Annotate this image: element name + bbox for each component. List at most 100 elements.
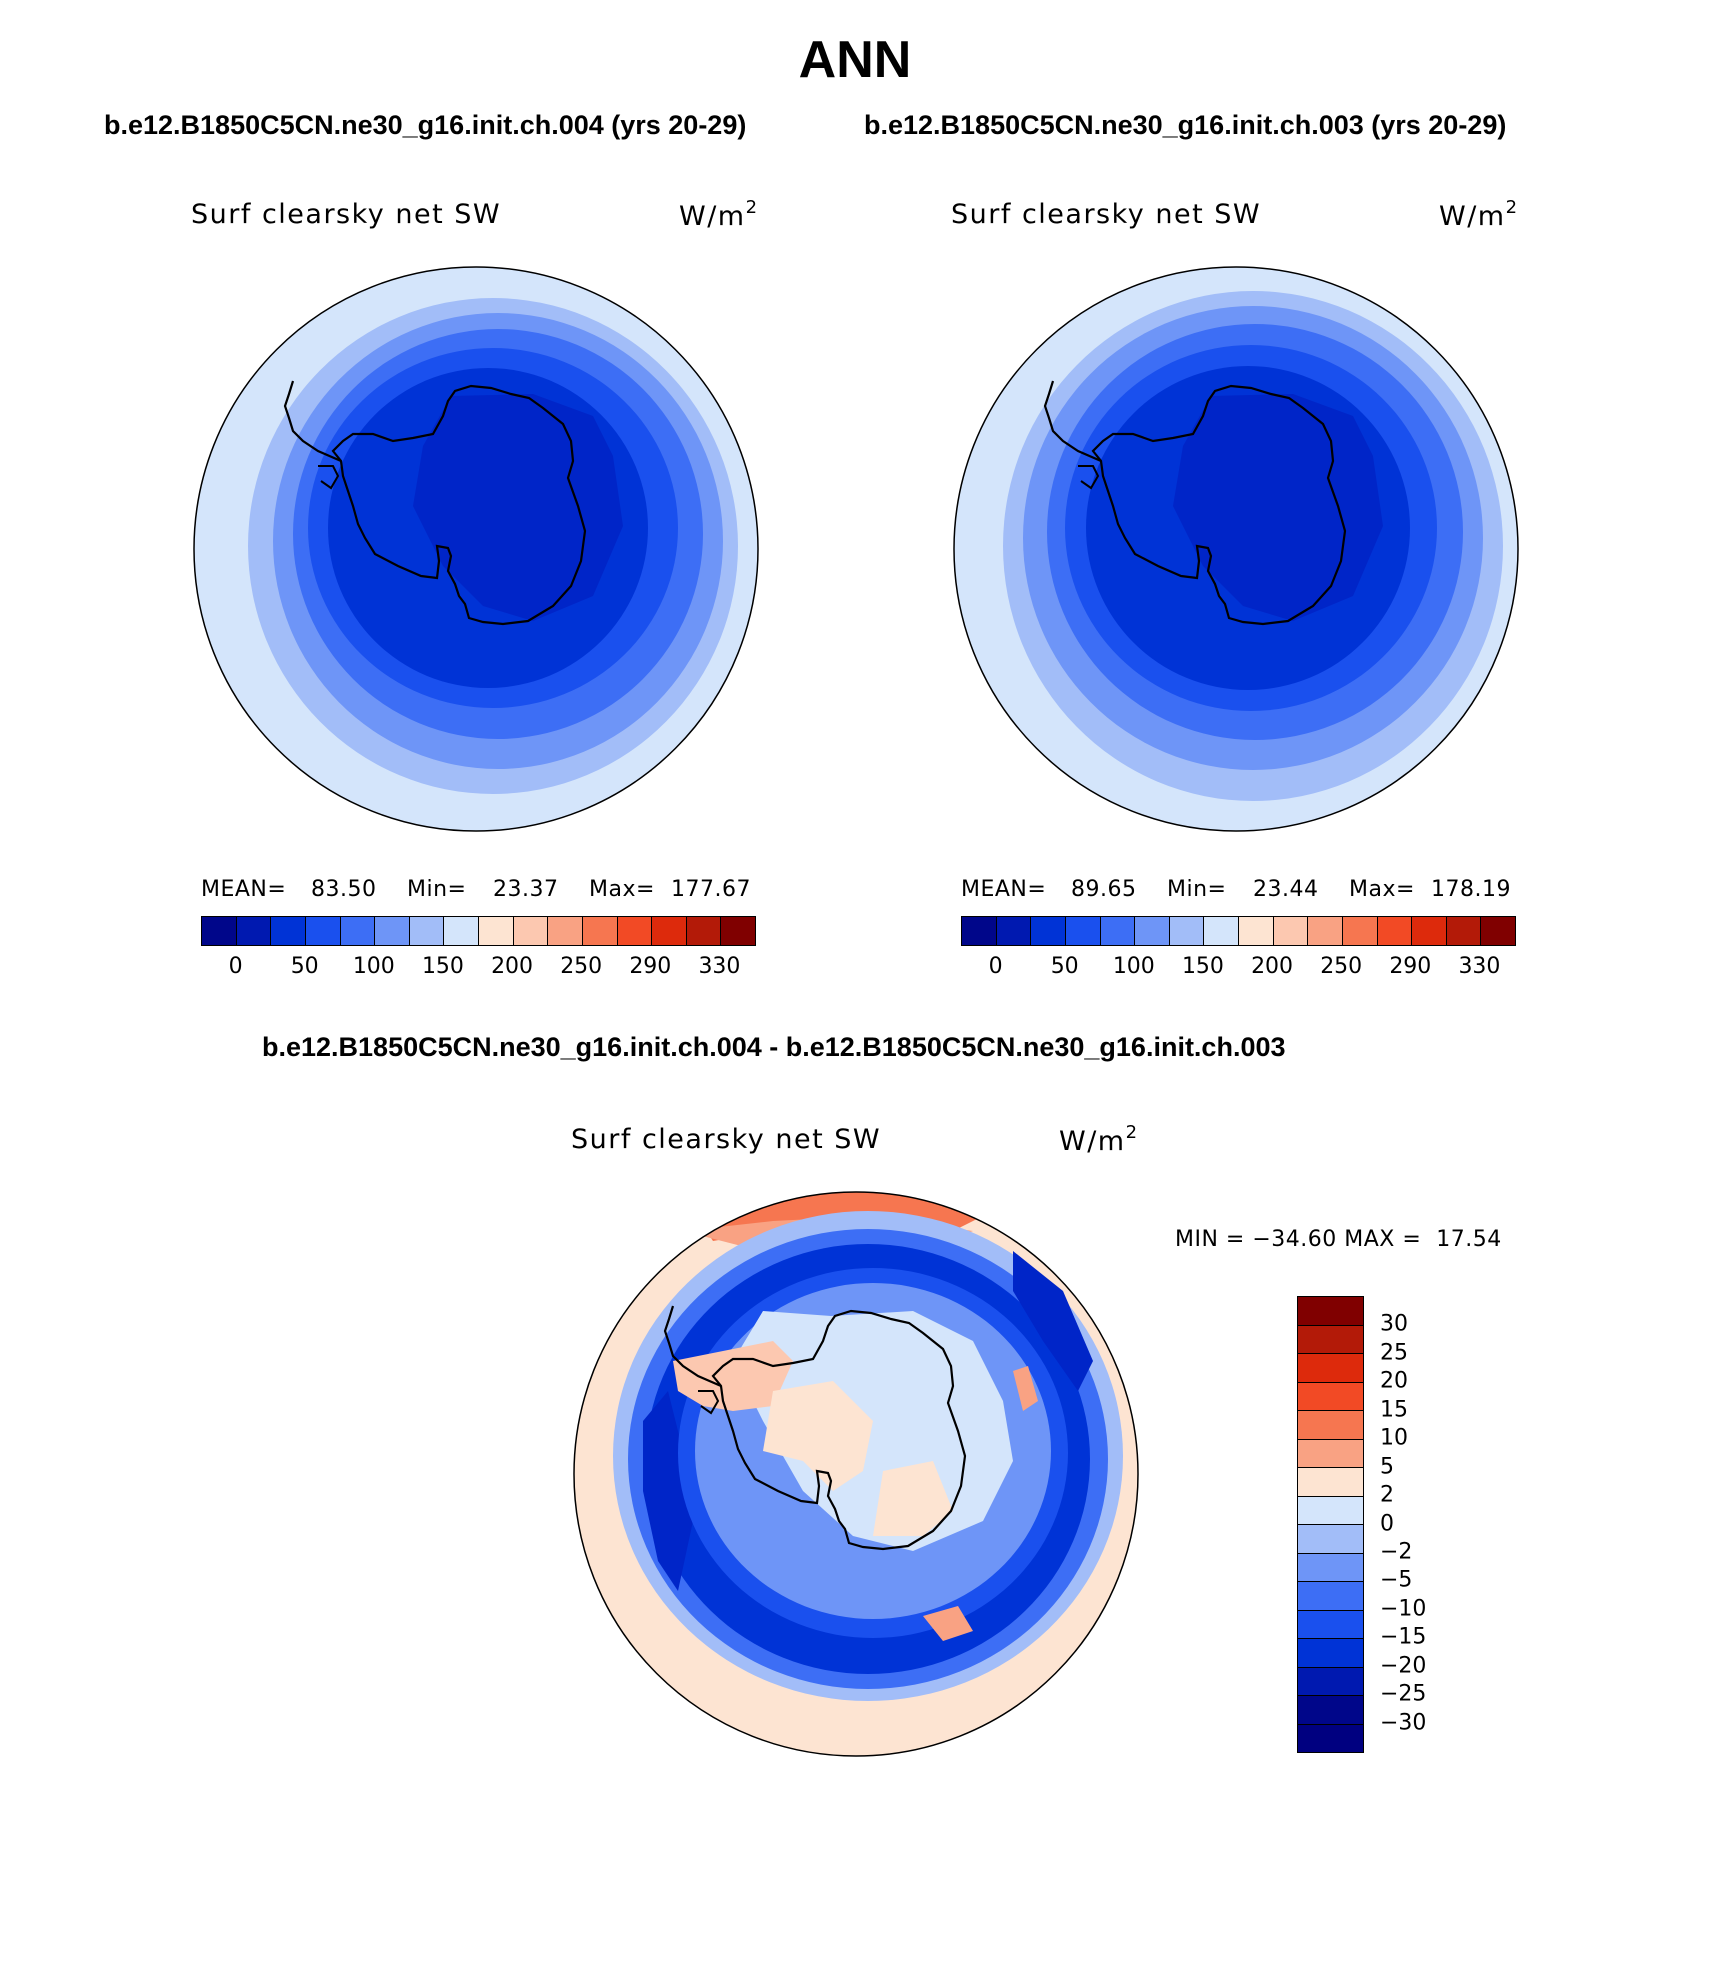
panel2-stat-mean: 89.65 xyxy=(1071,877,1137,902)
panel2-colorbar-tick-label: 330 xyxy=(1458,954,1501,979)
panel1-colorbar-cell xyxy=(305,917,341,945)
panel3-warm-patch-5 xyxy=(923,1606,973,1641)
panel3-map-border xyxy=(573,1191,1139,1757)
diff-colorbar-cell xyxy=(1298,1667,1363,1696)
panel2-stat-max: 178.19 xyxy=(1431,877,1511,902)
panel2-colorbar-tick-label: 0 xyxy=(988,954,1003,979)
panel2-colorbar-tick-label: 250 xyxy=(1320,954,1363,979)
panel1-colorbar-cell xyxy=(271,917,306,945)
panel2-units-base: W/m xyxy=(1439,201,1506,232)
panel1-stat-mean-label: MEAN= xyxy=(201,877,287,902)
panel2-stat-max-label: Max= xyxy=(1349,877,1415,902)
panel2-colorbar-cell xyxy=(1169,917,1205,945)
panel2-colorbar-tick-label: 290 xyxy=(1389,954,1432,979)
panel1-stat-mean: 83.50 xyxy=(311,877,377,902)
panel1-colorbar-cell xyxy=(236,917,272,945)
panel3-minmax: MIN = −34.60 MAX = 17.54 xyxy=(1175,1227,1502,1252)
panel2-colorbar-cell xyxy=(1239,917,1274,945)
diff-colorbar-tick-label: 30 xyxy=(1380,1311,1408,1337)
panel2-variable-title: Surf clearsky net SW xyxy=(951,199,1262,230)
panel2-units-exp: 2 xyxy=(1505,197,1519,218)
panel2-colorbar xyxy=(961,916,1516,946)
subtitle-left: b.e12.B1850C5CN.ne30_g16.init.ch.004 (yr… xyxy=(104,110,747,140)
diff-colorbar-cell xyxy=(1298,1496,1363,1525)
panel2-colorbar-tick-label: 150 xyxy=(1181,954,1224,979)
panel1-peninsula xyxy=(283,380,342,463)
panel3-variable-title: Surf clearsky net SW xyxy=(571,1124,882,1155)
panel1-colorbar-cell xyxy=(652,917,687,945)
panel2-colorbar-cell xyxy=(1100,917,1136,945)
diff-colorbar-cell xyxy=(1298,1724,1363,1752)
diff-colorbar-cell xyxy=(1298,1325,1363,1354)
diff-colorbar-cell xyxy=(1298,1468,1363,1497)
panel1-ice-shelf xyxy=(318,465,340,490)
diff-colorbar-cell xyxy=(1298,1553,1363,1582)
figure-title: ANN xyxy=(798,31,912,89)
panel1-colorbar-cell xyxy=(202,917,237,945)
diff-colorbar-tick-label: 10 xyxy=(1380,1425,1408,1451)
diff-colorbar-tick-label: −10 xyxy=(1380,1596,1427,1622)
panel3-antarctica-coastline xyxy=(711,1309,967,1551)
diff-colorbar-cell xyxy=(1298,1297,1363,1326)
panel1-colorbar-tick-label: 330 xyxy=(698,954,741,979)
panel2-ice-shelf xyxy=(1078,465,1100,490)
diff-colorbar-tick-label: −30 xyxy=(1380,1710,1427,1736)
diff-colorbar-tick-label: −25 xyxy=(1380,1681,1427,1707)
panel1-antarctica-coastline xyxy=(331,384,587,626)
panel1-colorbar-cell xyxy=(479,917,514,945)
subtitle-right: b.e12.B1850C5CN.ne30_g16.init.ch.003 (yr… xyxy=(864,110,1507,140)
panel1-stat-min: 23.37 xyxy=(493,877,559,902)
panel1-colorbar-tick-label: 100 xyxy=(352,954,395,979)
diff-colorbar-cell xyxy=(1298,1696,1363,1725)
panel1-colorbar-cell xyxy=(409,917,445,945)
panel1-colorbar-cell xyxy=(375,917,410,945)
panel2-colorbar-cell xyxy=(1412,917,1447,945)
panel1-colorbar-tick-label: 200 xyxy=(491,954,534,979)
panel1-stat-max-label: Max= xyxy=(589,877,655,902)
panel1-colorbar-cell xyxy=(686,917,722,945)
panel2-stat-min: 23.44 xyxy=(1253,877,1319,902)
diff-colorbar-cell xyxy=(1298,1382,1363,1411)
panel2-colorbar-cell xyxy=(1273,917,1309,945)
panel2-antarctica-coastline xyxy=(1091,384,1347,626)
panel1-units-base: W/m xyxy=(679,201,746,232)
diff-colorbar-cell xyxy=(1298,1525,1363,1554)
panel3-warm-patch-3 xyxy=(873,1461,953,1536)
panel2-colorbar-cell xyxy=(1031,917,1066,945)
panel2-colorbar-cell xyxy=(1308,917,1343,945)
panel2-antarctica-interior xyxy=(1173,394,1383,621)
panel2-polar-map xyxy=(953,266,1519,832)
diff-colorbar-tick-label: −2 xyxy=(1380,1539,1413,1565)
diff-colorbar-tick-label: 15 xyxy=(1380,1397,1408,1423)
diff-title: b.e12.B1850C5CN.ne30_g16.init.ch.004 - b… xyxy=(262,1032,1286,1062)
panel3-warm-patch-4 xyxy=(1013,1366,1038,1411)
panel1-units: W/m2 xyxy=(679,197,759,232)
panel3-polar-map xyxy=(573,1191,1139,1757)
panel1-colorbar-cell xyxy=(444,917,479,945)
panel2-units: W/m2 xyxy=(1439,197,1519,232)
panel2-peninsula xyxy=(1043,380,1102,463)
panel3-units-base: W/m xyxy=(1059,1126,1126,1157)
panel1-units-exp: 2 xyxy=(745,197,759,218)
panel3-units: W/m2 xyxy=(1059,1122,1139,1157)
panel2-colorbar-cell xyxy=(1342,917,1378,945)
diff-colorbar-tick-label: −15 xyxy=(1380,1624,1427,1650)
panel1-map-border xyxy=(193,266,759,832)
panel3-peninsula xyxy=(663,1305,722,1388)
panel1-stat-max: 177.67 xyxy=(671,877,751,902)
panel2-colorbar-cell xyxy=(1204,917,1239,945)
panel2-colorbar-tick-label: 200 xyxy=(1251,954,1294,979)
diff-colorbar-cell xyxy=(1298,1354,1363,1383)
panel1-colorbar-cell xyxy=(617,917,653,945)
panel2-colorbar-cell xyxy=(1446,917,1482,945)
panel1-colorbar xyxy=(201,916,756,946)
panel2-stat-min-label: Min= xyxy=(1167,877,1227,902)
panel2-colorbar-tick-label: 50 xyxy=(1050,954,1079,979)
panel1-variable-title: Surf clearsky net SW xyxy=(191,199,502,230)
diff-colorbar-cell xyxy=(1298,1610,1363,1639)
panel2-colorbar-cell xyxy=(1065,917,1101,945)
panel2-stat-mean-label: MEAN= xyxy=(961,877,1047,902)
diff-colorbar-cell xyxy=(1298,1439,1363,1468)
diff-colorbar-cell xyxy=(1298,1582,1363,1611)
panel3-warm-patch-1 xyxy=(673,1341,793,1411)
